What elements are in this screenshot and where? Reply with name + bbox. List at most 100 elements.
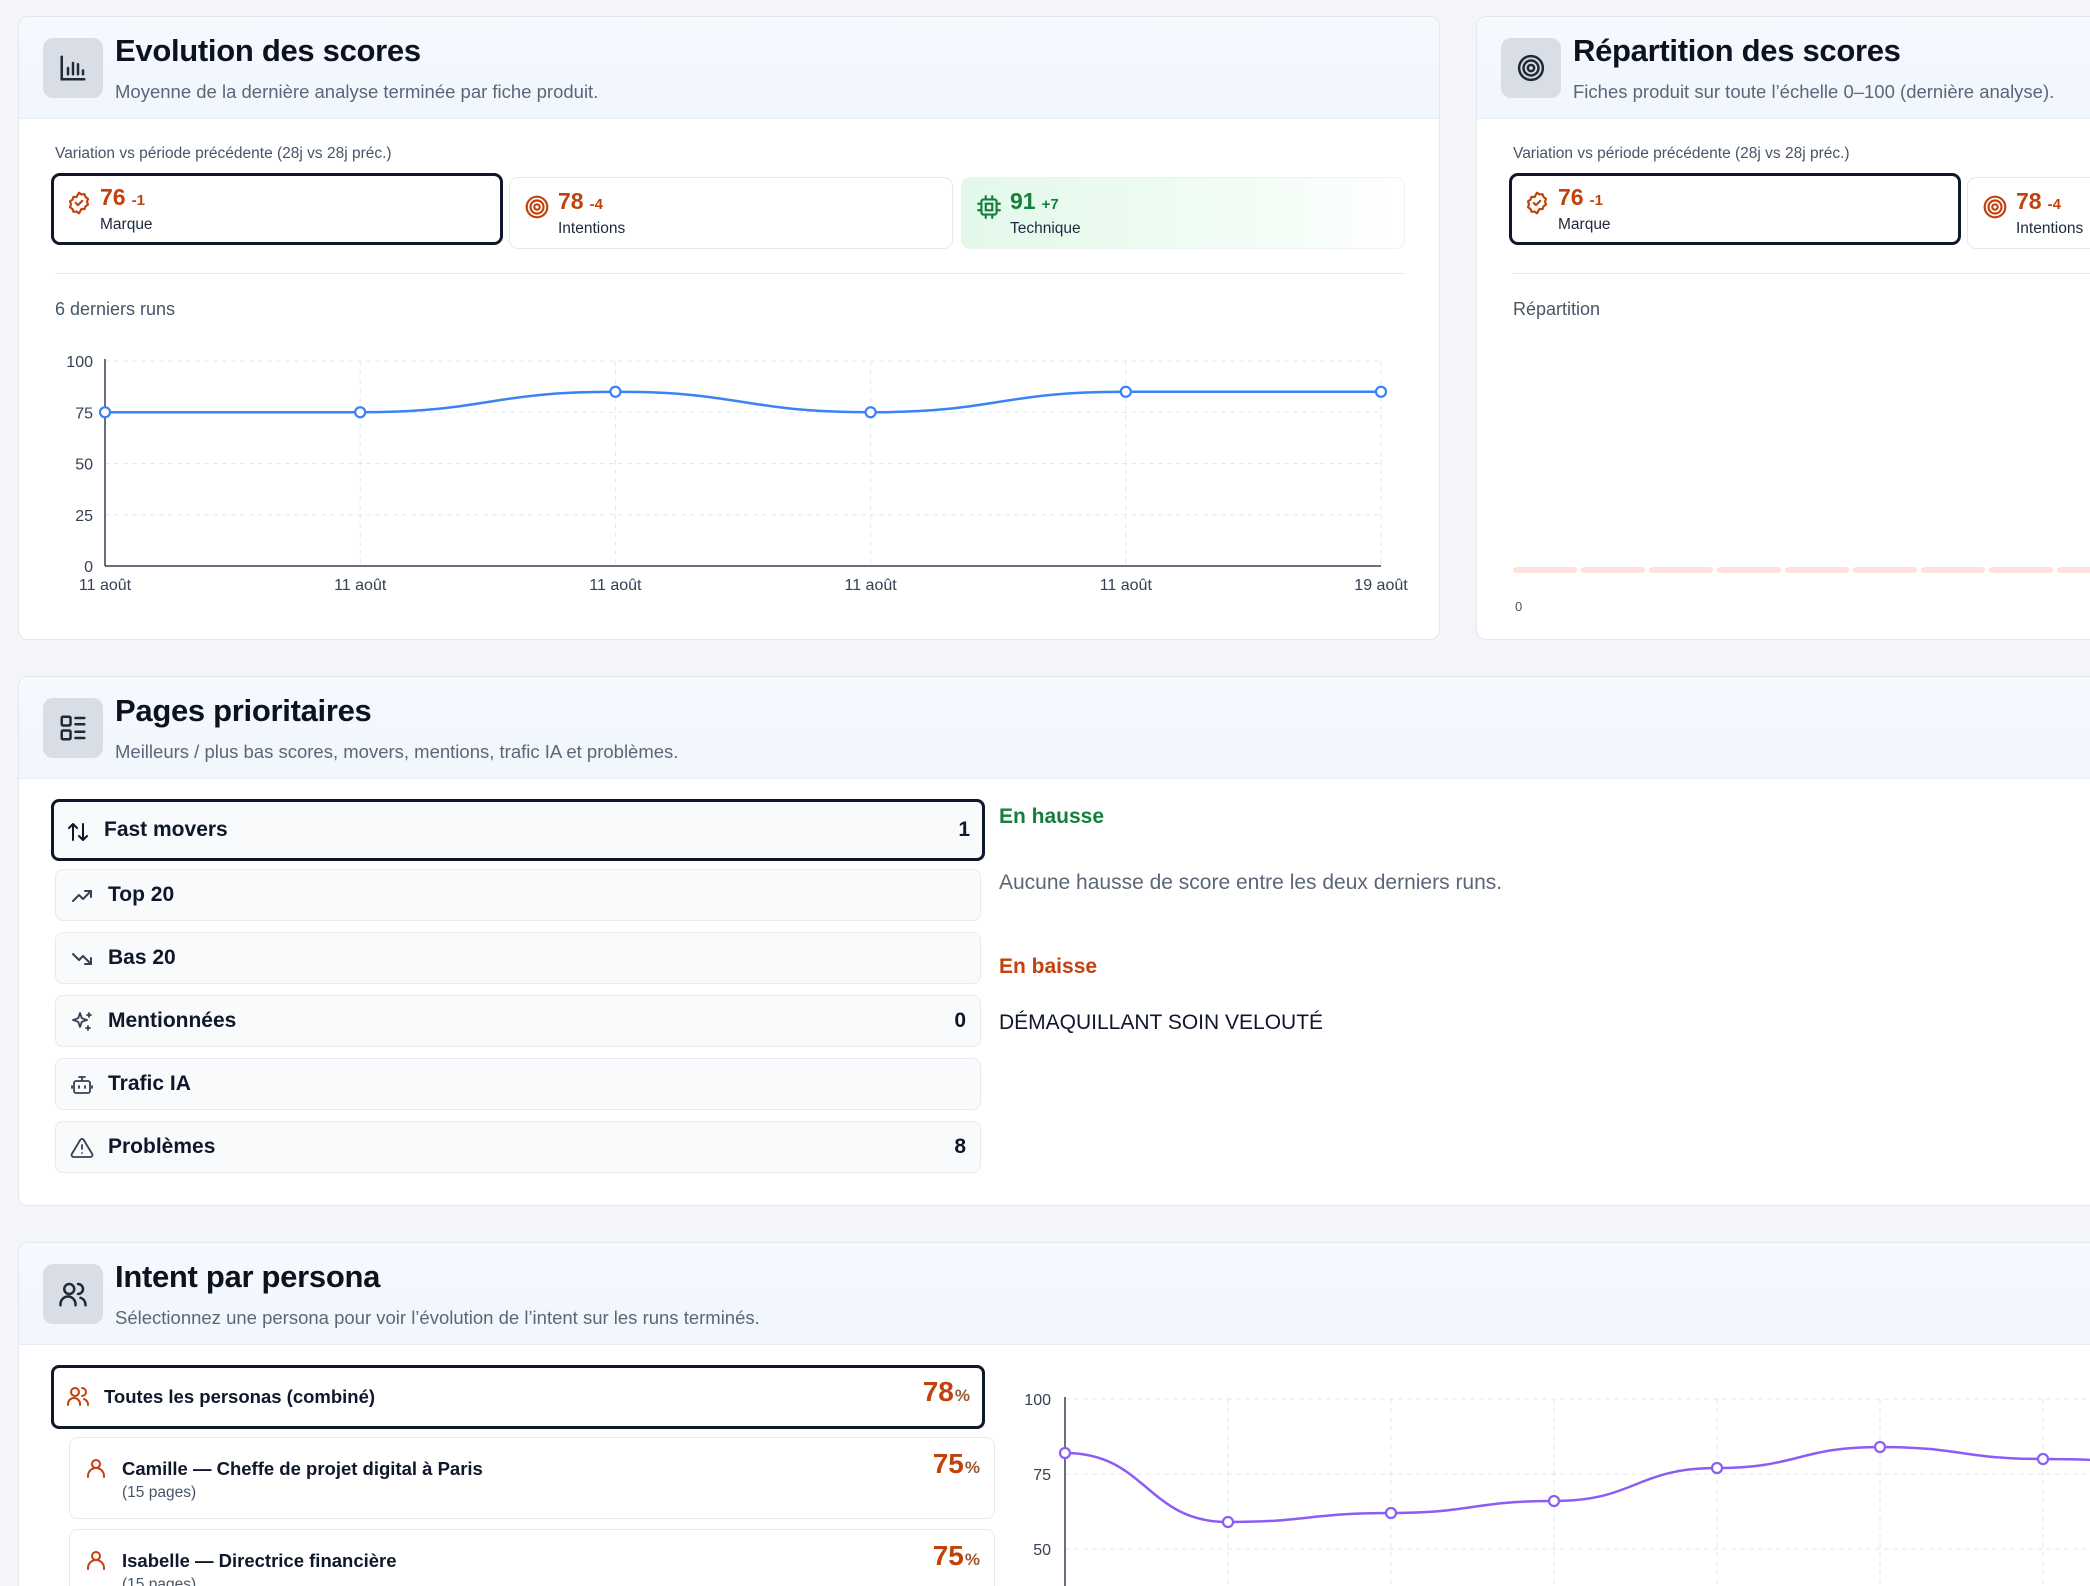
pages-subtitle: Meilleurs / plus bas scores, movers, men… — [115, 741, 679, 762]
filter-label: Top 20 — [108, 883, 175, 906]
alert-triangle-icon — [70, 1136, 94, 1160]
persona-name: Toutes les personas (combiné) — [104, 1386, 376, 1407]
evolution-card: Evolution des scores Moyenne de la derni… — [18, 16, 1440, 640]
filter-label: Bas 20 — [108, 946, 176, 969]
histogram-bar — [1581, 567, 1645, 573]
series-line — [105, 390, 1381, 414]
persona-name: Camille — Cheffe de projet digital à Par… — [122, 1458, 483, 1479]
filter-label: Mentionnées — [108, 1009, 237, 1032]
filter-problemes[interactable]: Problèmes 8 — [55, 1121, 981, 1173]
bot-icon — [70, 1073, 94, 1097]
score-card-marque[interactable]: 76 -1 Marque — [1509, 173, 1961, 245]
score-card-intentions[interactable]: 78 -4 Intentions — [1967, 177, 2090, 249]
arrows-up-down-icon — [66, 820, 90, 844]
up-section-text: Aucune hausse de score entre les deux de… — [999, 871, 1503, 894]
y-tick-label: 50 — [1033, 1542, 1051, 1559]
trending-up-icon — [70, 884, 94, 908]
target-icon — [1982, 194, 2008, 220]
persona-pct-unit: % — [964, 1458, 980, 1477]
bar-chart-icon — [43, 38, 103, 98]
histogram-bar — [1989, 567, 2053, 573]
chart-label: 6 derniers runs — [55, 299, 176, 319]
filter-label: Problèmes — [108, 1135, 216, 1158]
evolution-subtitle: Moyenne de la dernière analyse terminée … — [115, 81, 599, 102]
y-tick-label: 50 — [75, 457, 93, 474]
filter-mentionnees[interactable]: Mentionnées 0 — [55, 995, 981, 1047]
persona-card: Intent par persona Sélectionnez une pers… — [18, 1242, 2090, 1586]
score-delta: +7 — [1041, 196, 1059, 213]
data-point — [2036, 1452, 2050, 1466]
persona-name: Isabelle — Directrice financière — [122, 1550, 397, 1571]
evolution-header: Evolution des scores Moyenne de la derni… — [19, 17, 1439, 119]
pages-title: Pages prioritaires — [115, 693, 372, 728]
sparkles-icon — [70, 1010, 94, 1034]
filter-top-20[interactable]: Top 20 — [55, 869, 981, 921]
repartition-header: Répartition des scores Fiches produit su… — [1477, 17, 2090, 119]
data-point — [1058, 1446, 1072, 1460]
score-card-technique[interactable]: 91 +7 Technique — [961, 177, 1405, 249]
repartition-card: Répartition des scores Fiches produit su… — [1476, 16, 2090, 640]
score-name: Marque — [1558, 216, 1611, 233]
persona-pages: (15 pages) — [122, 1484, 197, 1501]
data-point — [1119, 385, 1132, 398]
filter-label: Trafic IA — [108, 1072, 191, 1095]
down-section-title: En baisse — [999, 955, 1098, 978]
x-tick-label: 19 août — [1354, 577, 1408, 594]
y-tick-label: 0 — [84, 559, 93, 576]
data-point — [609, 385, 622, 398]
evolution-title: Evolution des scores — [115, 33, 421, 68]
y-tick-label: 75 — [75, 405, 93, 422]
persona-item-camille[interactable]: Camille — Cheffe de projet digital à Par… — [69, 1437, 995, 1519]
score-card-intentions[interactable]: 78 -4 Intentions — [509, 177, 953, 249]
data-point — [864, 406, 877, 419]
up-section-title: En hausse — [999, 805, 1105, 828]
histogram-baseline — [1513, 567, 2090, 573]
histogram-bar — [1649, 567, 1713, 573]
persona-item-all[interactable]: Toutes les personas (combiné) 78% — [51, 1365, 985, 1429]
data-point — [1374, 385, 1388, 398]
down-page-link[interactable]: DÉMAQUILLANT SOIN VELOUTÉ — [999, 1011, 1324, 1034]
score-value: 78 — [2016, 188, 2042, 214]
histogram-bar — [1921, 567, 1985, 573]
filter-fast-movers[interactable]: Fast movers 1 — [51, 799, 985, 861]
repartition-title: Répartition des scores — [1573, 33, 1901, 68]
repartition-subtitle: Fiches produit sur toute l’échelle 0–100… — [1573, 81, 2055, 102]
score-value: 76 — [100, 184, 126, 210]
persona-item-isabelle[interactable]: Isabelle — Directrice financière (15 pag… — [69, 1529, 995, 1586]
target-icon — [524, 194, 550, 220]
score-value: 91 — [1010, 188, 1036, 214]
data-point — [1384, 1506, 1398, 1520]
score-name: Technique — [1010, 220, 1081, 237]
histogram-bar — [1785, 567, 1849, 573]
data-point — [98, 406, 112, 419]
data-point — [1710, 1461, 1724, 1475]
user-icon — [84, 1548, 108, 1572]
persona-pct: 78 — [922, 1376, 954, 1407]
score-delta: -4 — [2047, 196, 2061, 213]
users-icon — [43, 1264, 103, 1324]
divider — [55, 273, 1405, 274]
chart-label: Répartition — [1513, 299, 1601, 319]
persona-pct-unit: % — [964, 1550, 980, 1569]
data-point — [1221, 1515, 1235, 1529]
filter-trafic-ia[interactable]: Trafic IA — [55, 1058, 981, 1110]
filter-bas-20[interactable]: Bas 20 — [55, 932, 981, 984]
score-card-marque[interactable]: 76 -1 Marque — [51, 173, 503, 245]
x-tick-label: 11 août — [589, 577, 642, 594]
histogram-bar — [2057, 567, 2090, 573]
data-point — [354, 406, 367, 419]
cpu-icon — [976, 194, 1002, 220]
persona-pct-unit: % — [954, 1386, 970, 1405]
trending-down-icon — [70, 947, 94, 971]
persona-pct: 75 — [932, 1448, 964, 1479]
users-icon — [66, 1384, 90, 1408]
layout-list-icon — [43, 698, 103, 758]
score-delta: -1 — [131, 192, 145, 209]
persona-header: Intent par persona Sélectionnez une pers… — [19, 1243, 2090, 1345]
score-delta: -4 — [589, 196, 603, 213]
variation-label: Variation vs période précédente (28j vs … — [1513, 145, 1850, 162]
histogram-bar — [1513, 567, 1577, 573]
pages-card: Pages prioritaires Meilleurs / plus bas … — [18, 676, 2090, 1206]
y-tick-label: 25 — [75, 508, 93, 525]
